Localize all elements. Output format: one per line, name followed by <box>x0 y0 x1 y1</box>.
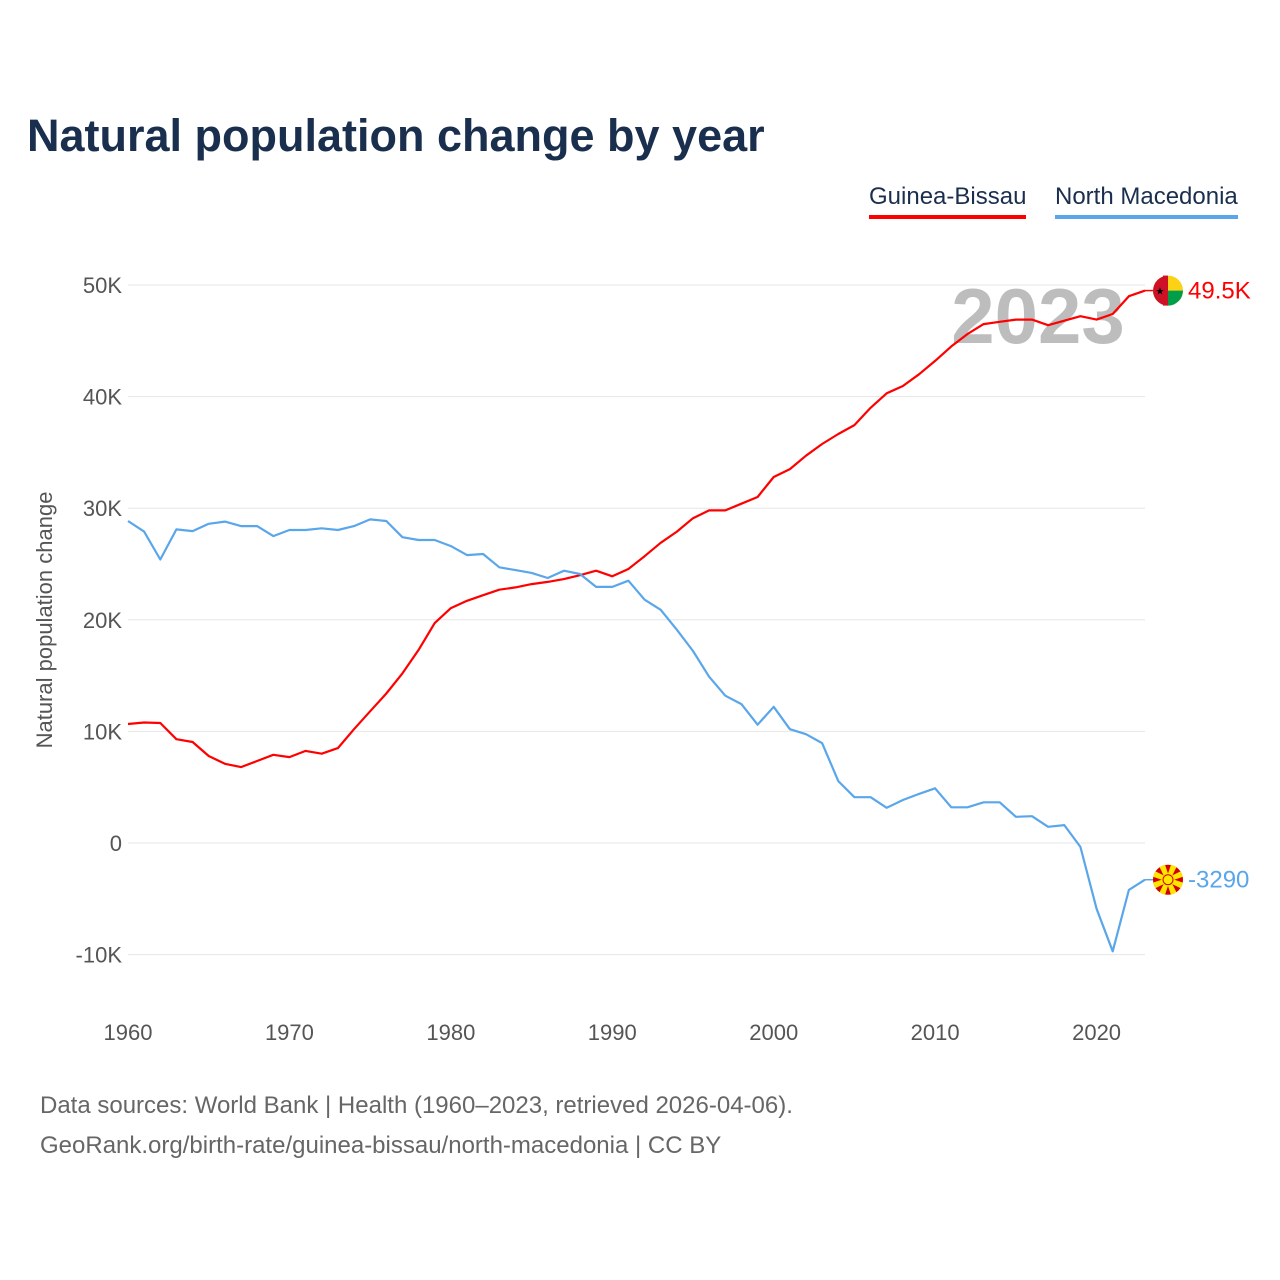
legend-north-macedonia[interactable]: North Macedonia <box>1055 183 1238 219</box>
end-value-label: -3290 <box>1188 867 1249 894</box>
y-tick-label: 20K <box>83 608 122 633</box>
x-tick-label: 1960 <box>104 1020 153 1045</box>
y-tick-label: 50K <box>83 273 122 298</box>
svg-text:★: ★ <box>1156 287 1165 298</box>
y-axis-label: Natural population change <box>32 492 57 749</box>
x-tick-label: 2020 <box>1072 1020 1121 1045</box>
north-macedonia-flag-icon <box>1152 864 1184 895</box>
year-watermark: 2023 <box>951 272 1125 360</box>
y-tick-label: -10K <box>76 943 123 968</box>
x-tick-label: 2000 <box>749 1020 798 1045</box>
legend-guinea-bissau[interactable]: Guinea-Bissau <box>869 183 1027 219</box>
x-tick-label: 1990 <box>588 1020 637 1045</box>
chart-title: Natural population change by year <box>27 110 765 161</box>
end-value-label: 49.5K <box>1188 278 1251 305</box>
series-line-north-macedonia <box>127 518 1146 953</box>
series-line-guinea-bissau <box>127 289 1146 769</box>
x-tick-label: 1970 <box>265 1020 314 1045</box>
footer-link[interactable]: GeoRank.org/birth-rate/guinea-bissau/nor… <box>40 1132 722 1159</box>
y-tick-label: 40K <box>83 385 122 410</box>
guinea-bissau-flag-icon: ★ <box>1153 275 1183 306</box>
y-tick-label: 0 <box>110 831 122 856</box>
footer-sources: Data sources: World Bank | Health (1960–… <box>40 1092 793 1119</box>
x-tick-label: 2010 <box>911 1020 960 1045</box>
y-tick-label: 30K <box>83 496 122 521</box>
y-tick-label: 10K <box>83 719 122 744</box>
x-tick-label: 1980 <box>426 1020 475 1045</box>
